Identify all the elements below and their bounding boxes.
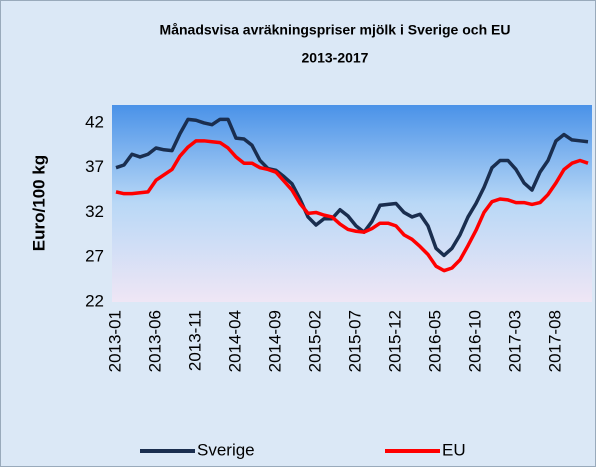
y-axis-label: Euro/100 kg (29, 155, 48, 251)
y-tick-label: 22 (85, 291, 104, 310)
x-tick-label: 2016-10 (465, 310, 484, 372)
x-tick-label: 2017-08 (545, 310, 564, 372)
x-tick-label: 2017-03 (505, 310, 524, 372)
x-tick-label: 2013-01 (105, 310, 124, 372)
x-tick-label: 2016-05 (425, 310, 444, 372)
series-line (115, 139, 589, 273)
chart-subtitle: 2013-2017 (302, 50, 369, 66)
y-tick-label: 37 (85, 157, 104, 176)
x-tick-label: 2015-07 (345, 310, 364, 372)
y-tick-label: 32 (85, 202, 104, 221)
y-tick-label: 27 (85, 247, 104, 266)
plot-area (112, 105, 592, 302)
y-tick-label: 42 (85, 112, 104, 131)
x-tick-label: 2014-09 (265, 310, 284, 372)
x-tick-label: 2013-11 (185, 310, 204, 371)
series-line (115, 117, 589, 258)
legend-label: Sverige (197, 440, 255, 459)
x-tick-label: 2013-06 (145, 310, 164, 372)
x-tick-label: 2015-12 (385, 310, 404, 372)
legend-label: EU (442, 440, 466, 459)
chart-title: Månadsvisa avräkningspriser mjölk i Sver… (160, 22, 511, 38)
x-tick-label: 2014-04 (225, 310, 244, 372)
x-tick-label: 2015-02 (305, 310, 324, 372)
